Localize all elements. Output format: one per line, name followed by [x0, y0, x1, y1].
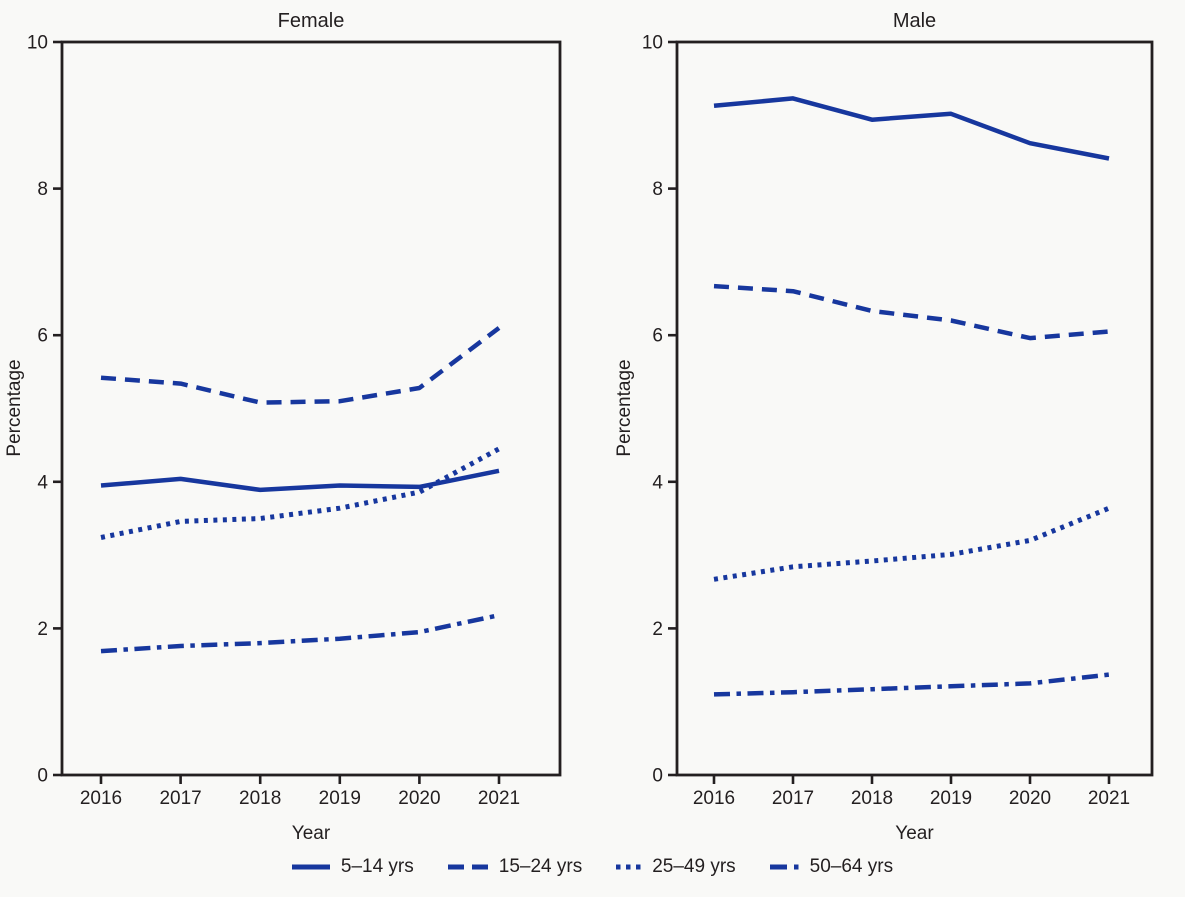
x-tick-label: 2020 [1009, 788, 1051, 809]
solid-line-icon [291, 864, 330, 870]
chart-panels: 0 2 4 6 8 10 2016 2017 2018 2019 2020 2021 Female Per… [0, 0, 1185, 845]
legend-label: 25–49 yrs [652, 856, 736, 877]
x-tick-label: 2017 [772, 788, 814, 809]
y-tick-label: 2 [652, 619, 663, 640]
dash-dot-line-icon [769, 864, 799, 870]
panel-female: 0 2 4 6 8 10 2016 2017 2018 2019 2020 2021 Female Per… [0, 0, 592, 845]
x-tick-label: 2016 [693, 788, 735, 809]
x-tick-label: 2020 [398, 788, 440, 809]
dotted-line-icon [616, 864, 642, 870]
chart-canvas: 0 2 4 6 8 10 2016 2017 2018 2019 2020 2021 Male Perce… [614, 10, 1154, 844]
legend-item-25-49-yrs: 25–49 yrs [616, 856, 736, 878]
x-tick-label: 2017 [159, 788, 201, 809]
x-tick-label: 2018 [851, 788, 893, 809]
y-tick-label: 8 [652, 179, 663, 200]
y-tick-label: 6 [652, 326, 663, 347]
line-25-49-yrs [713, 505, 1110, 582]
panel-male: 0 2 4 6 8 10 2016 2017 2018 2019 2020 2021 Male Perce… [592, 0, 1185, 845]
legend-item-5-14-yrs: 5–14 yrs [291, 856, 414, 878]
line-15-24-yrs [100, 326, 501, 405]
y-axis-label: Percentage [4, 359, 25, 456]
legend-label: 15–24 yrs [498, 856, 583, 877]
y-axis-label: Percentage [614, 359, 635, 456]
y-tick-label: 4 [37, 472, 48, 493]
plot-area [60, 40, 562, 777]
y-tick-label: 4 [652, 472, 663, 493]
x-tick-label: 2019 [930, 788, 972, 809]
legend: 5–14 yrs 15–24 yrs 25–49 yrs 50–64 yrs [0, 856, 1185, 878]
chart-canvas: 0 2 4 6 8 10 2016 2017 2018 2019 2020 2021 Female Per… [4, 10, 562, 844]
y-tick-label: 8 [37, 179, 48, 200]
x-axis-label: Year [292, 823, 331, 844]
dashed-line-icon [447, 864, 488, 870]
x-tick-label: 2021 [1088, 788, 1130, 809]
legend-label: 5–14 yrs [340, 856, 414, 877]
legend-item-15-24-yrs: 15–24 yrs [447, 856, 583, 878]
y-tick-label: 0 [652, 766, 663, 787]
x-tick-label: 2018 [239, 788, 281, 809]
y-tick-label: 10 [27, 33, 48, 54]
line-50-64-yrs [100, 612, 500, 654]
legend-label: 50–64 yrs [809, 856, 894, 877]
panel-title: Male [893, 10, 936, 32]
line-15-24-yrs [713, 283, 1110, 341]
line-5-14-yrs [713, 96, 1110, 161]
y-tick-label: 0 [37, 766, 48, 787]
legend-item-50-64-yrs: 50–64 yrs [769, 856, 894, 878]
panel-title: Female [278, 10, 345, 32]
line-5-14-yrs [100, 468, 500, 493]
line-25-49-yrs [100, 446, 501, 540]
x-tick-label: 2019 [319, 788, 361, 809]
y-tick-label: 10 [642, 33, 663, 54]
y-tick-label: 6 [37, 326, 48, 347]
y-tick-label: 2 [37, 619, 48, 640]
line-50-64-yrs [713, 672, 1110, 697]
plot-area [675, 40, 1154, 777]
x-tick-label: 2016 [80, 788, 122, 809]
x-axis-label: Year [895, 823, 934, 844]
x-tick-label: 2021 [478, 788, 520, 809]
